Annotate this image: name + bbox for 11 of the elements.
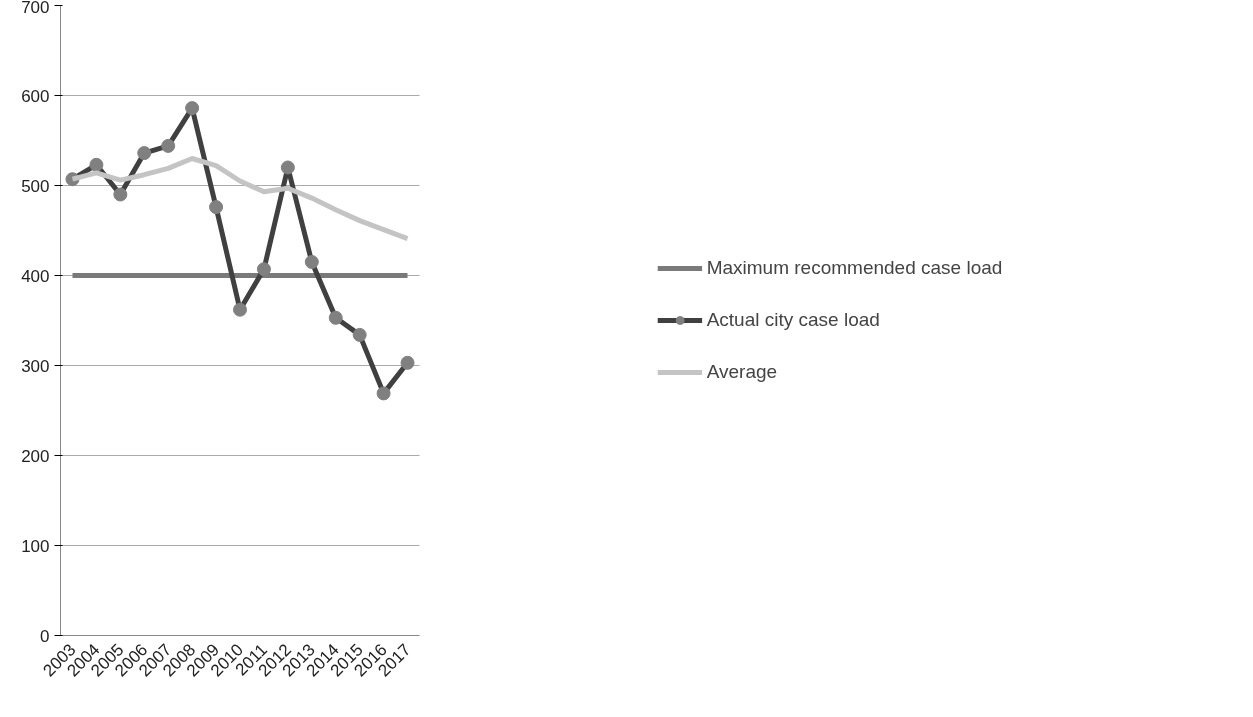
y-tick-label: 600 <box>21 86 50 106</box>
legend-label: Actual city case load <box>706 309 881 331</box>
legend-label: Maximum recommended case load <box>706 257 1003 279</box>
y-tick-label: 500 <box>21 176 50 196</box>
legend-label: Average <box>706 361 779 383</box>
y-tick-label: 400 <box>21 266 50 286</box>
y-tick-label: 100 <box>21 536 50 556</box>
y-tick-label: 300 <box>21 356 50 376</box>
y-tick-label: 700 <box>21 0 50 17</box>
y-tick-label: 200 <box>21 446 50 466</box>
y-tick-label: 0 <box>40 626 50 646</box>
